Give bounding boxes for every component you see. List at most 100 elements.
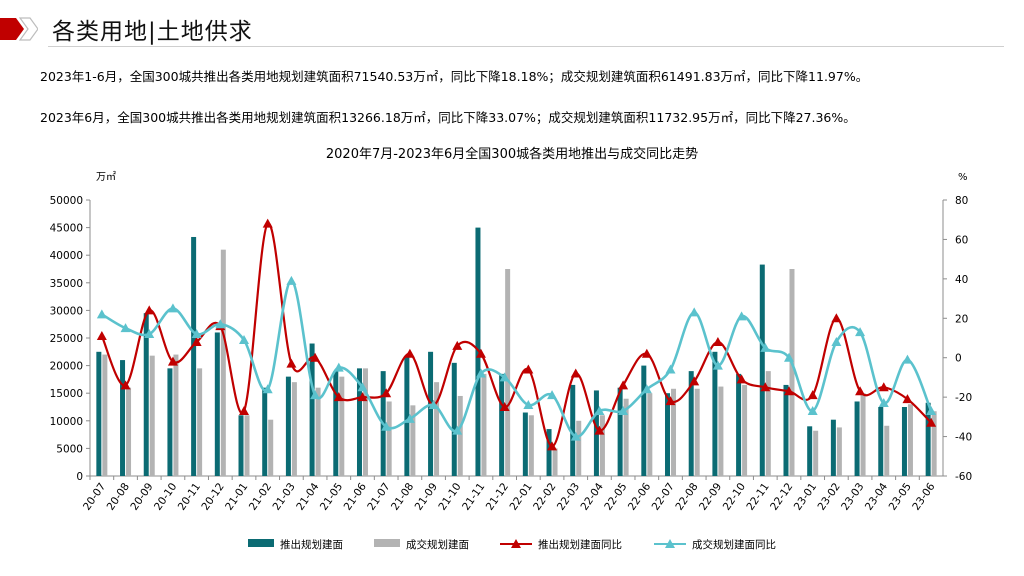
deal-yoy-point <box>381 421 392 431</box>
deal-yoy-point <box>594 405 605 415</box>
supply-bar <box>617 387 623 476</box>
chart-title: 2020年7月-2023年6月全国300城各类用地推出与成交同比走势 <box>326 146 698 162</box>
supply-bar <box>783 384 789 476</box>
right-tick-label: 60 <box>955 234 968 246</box>
deal-yoy-point <box>96 309 107 319</box>
supply-yoy-point <box>523 364 534 374</box>
deal-bar <box>220 249 226 476</box>
supply-bar <box>854 401 860 476</box>
supply-bar <box>688 371 694 476</box>
supply-yoy-point <box>831 313 842 323</box>
right-tick-label: 80 <box>955 195 968 207</box>
x-tick-label: 22-04 <box>579 481 607 513</box>
deal-bar <box>434 382 440 476</box>
supply-bar <box>830 419 836 476</box>
left-tick-label: 5000 <box>56 443 83 455</box>
deal-yoy-point <box>736 311 747 321</box>
x-tick-label: 21-04 <box>294 481 322 513</box>
x-tick-label: 22-07 <box>650 481 677 513</box>
summary-line-june: 2023年6月，全国300城共推出各类用地规划建筑面积13266.18万㎡，同比… <box>40 110 856 125</box>
deal-bar <box>197 368 203 476</box>
legend-marker <box>665 539 675 548</box>
supply-bar <box>546 429 552 476</box>
deal-bar <box>291 382 297 476</box>
summary-line-h1: 2023年1-6月，全国300城共推出各类用地规划建筑面积71540.53万㎡，… <box>40 69 869 84</box>
supply-bar <box>285 376 291 476</box>
supply-yoy-point <box>665 396 676 406</box>
supply-bar <box>878 407 884 476</box>
x-tick-label: 22-03 <box>555 481 582 513</box>
x-tick-label: 22-01 <box>507 481 534 513</box>
deal-yoy-point <box>167 303 178 313</box>
supply-bar <box>428 351 434 476</box>
right-tick-label: -20 <box>955 392 972 404</box>
supply-bar <box>499 373 505 476</box>
deal-yoy-point <box>333 362 344 372</box>
supply-yoy-point <box>357 392 368 402</box>
deal-yoy-point <box>760 342 771 352</box>
x-tick-label: 21-05 <box>318 481 345 513</box>
supply-yoy-point <box>641 348 652 358</box>
supply-yoy-point <box>475 348 486 358</box>
supply-yoy-point <box>333 392 344 402</box>
supply-bar <box>96 351 102 476</box>
deal-bar <box>268 419 274 476</box>
x-tick-label: 20-09 <box>128 481 155 513</box>
supply-yoy-point <box>452 340 463 350</box>
supply-bar <box>191 236 197 476</box>
supply-yoy-point <box>191 336 202 346</box>
legend-swatch <box>248 539 274 547</box>
left-tick-label: 45000 <box>50 223 83 235</box>
deal-bar <box>552 448 558 476</box>
deal-yoy-point <box>310 390 321 400</box>
deal-yoy-point <box>902 354 913 364</box>
deal-bar <box>576 420 582 476</box>
supply-yoy-point <box>807 390 818 400</box>
deal-bar <box>244 415 250 476</box>
x-tick-label: 22-02 <box>531 481 558 513</box>
supply-deal-chart: 2020年7月-2023年6月全国300城各类用地推出与成交同比走势 万㎡ % … <box>50 146 973 551</box>
x-tick-label: 20-11 <box>176 481 203 513</box>
supply-yoy-line <box>100 222 932 448</box>
deal-yoy-point <box>286 275 297 285</box>
x-tick-label: 22-05 <box>602 481 629 513</box>
deal-yoy-point <box>689 307 700 317</box>
deal-yoy-point <box>878 398 889 408</box>
deal-bar <box>907 404 913 476</box>
supply-bar <box>143 313 149 476</box>
deal-yoy-point <box>191 329 202 339</box>
supply-bar <box>712 351 718 476</box>
deal-bar <box>457 395 463 476</box>
deal-yoy-point <box>855 327 866 337</box>
x-tick-label: 23-05 <box>887 481 914 513</box>
deal-bar <box>931 411 937 476</box>
supply-yoy-point <box>618 380 629 390</box>
right-axis-unit: % <box>958 172 968 183</box>
legend-label: 推出规划建面 <box>280 538 343 551</box>
x-tick-label: 22-12 <box>768 481 795 513</box>
x-tick-label: 21-03 <box>271 481 298 513</box>
deal-yoy-point <box>665 364 676 374</box>
deal-yoy-point <box>570 431 581 441</box>
supply-yoy-point <box>262 218 273 228</box>
deal-yoy-point <box>523 400 534 410</box>
x-tick-label: 20-08 <box>105 481 132 513</box>
x-tick-label: 21-11 <box>460 481 487 513</box>
supply-yoy-point <box>144 305 155 315</box>
deal-bar <box>718 386 724 476</box>
deal-bar <box>765 371 771 476</box>
x-tick-label: 23-04 <box>863 481 891 513</box>
right-tick-label: 20 <box>955 313 968 325</box>
x-tick-label: 23-02 <box>815 481 842 513</box>
x-tick-label: 22-10 <box>721 481 748 513</box>
x-tick-label: 21-07 <box>365 481 392 513</box>
supply-bar <box>807 426 813 476</box>
x-tick-label: 22-06 <box>626 481 654 513</box>
legend-item: 推出规划建面 <box>248 538 343 551</box>
supply-bar <box>214 332 220 476</box>
x-tick-label: 21-01 <box>223 481 250 513</box>
deal-yoy-point <box>428 400 439 410</box>
deal-bar <box>410 405 416 476</box>
supply-yoy-point <box>712 336 723 346</box>
deal-bar <box>884 425 890 476</box>
